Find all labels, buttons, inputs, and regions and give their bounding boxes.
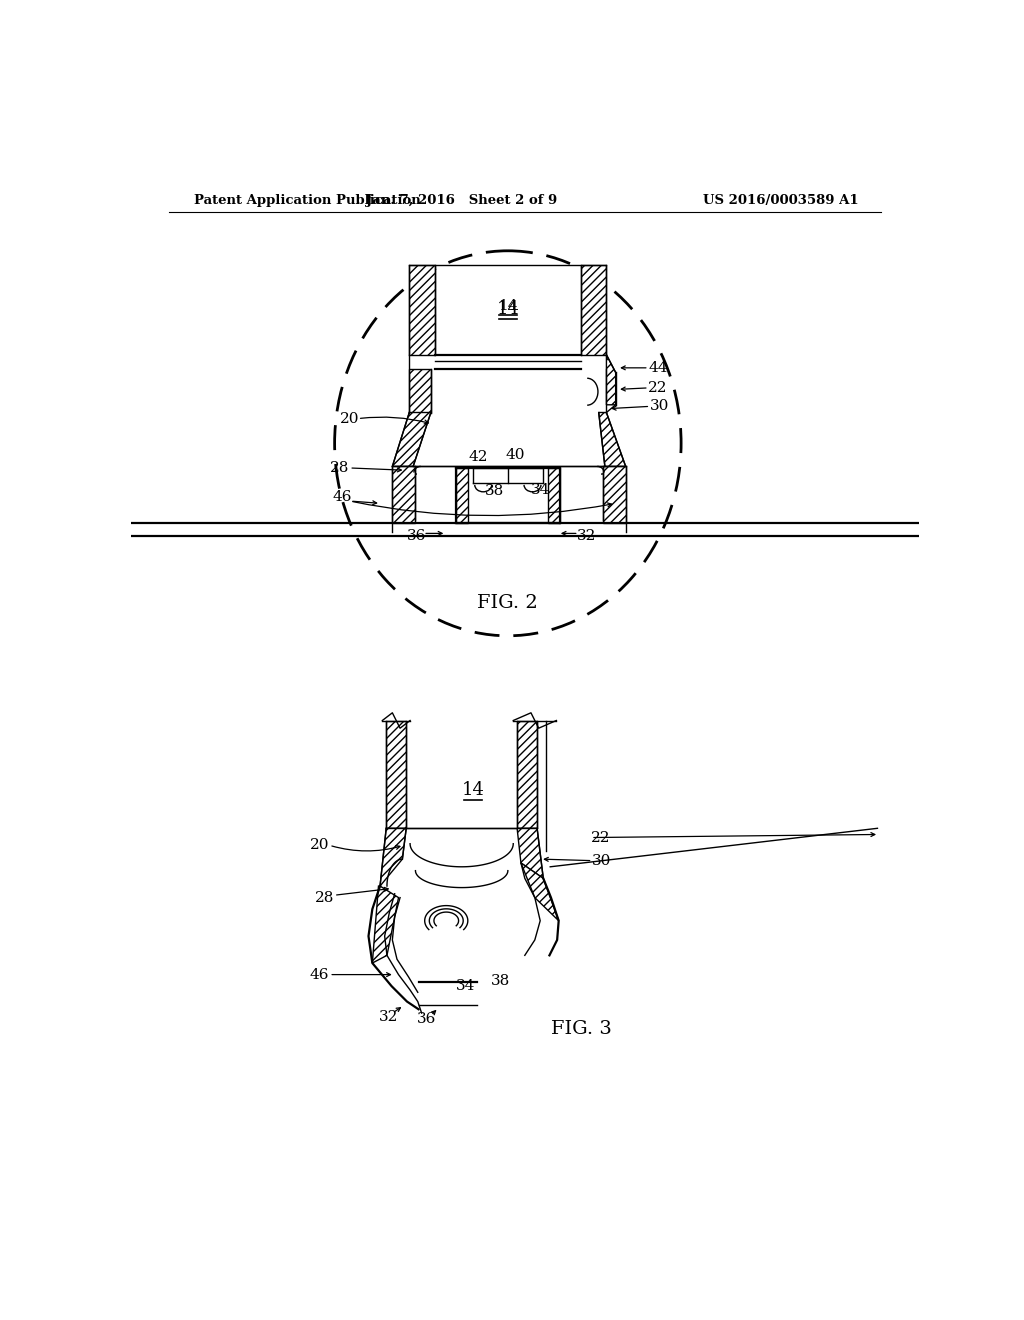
Text: 32: 32 (577, 529, 596, 543)
Polygon shape (392, 466, 415, 523)
Text: 30: 30 (592, 854, 611, 867)
Text: 14: 14 (462, 781, 484, 799)
Text: 20: 20 (309, 838, 329, 853)
Text: 44: 44 (648, 360, 668, 375)
Text: 38: 38 (490, 974, 510, 987)
Polygon shape (989, 523, 1005, 536)
Polygon shape (517, 829, 544, 878)
Text: 36: 36 (418, 1012, 436, 1026)
Text: 38: 38 (484, 484, 504, 498)
Polygon shape (548, 469, 560, 523)
Text: 32: 32 (379, 1010, 398, 1024)
Polygon shape (517, 721, 538, 829)
Polygon shape (456, 469, 468, 523)
Text: 42: 42 (469, 450, 488, 465)
Polygon shape (521, 863, 559, 921)
Text: 28: 28 (315, 891, 334, 904)
Text: 22: 22 (591, 830, 610, 845)
Text: US 2016/0003589 A1: US 2016/0003589 A1 (702, 194, 858, 207)
Text: Patent Application Publication: Patent Application Publication (194, 194, 421, 207)
Polygon shape (606, 355, 615, 405)
Text: 14: 14 (497, 300, 519, 318)
Text: 46: 46 (333, 490, 352, 504)
Text: 22: 22 (648, 381, 668, 395)
Text: 46: 46 (309, 968, 329, 982)
Text: 14: 14 (498, 300, 517, 313)
Text: 28: 28 (331, 461, 349, 475)
Polygon shape (392, 412, 431, 466)
Text: 40: 40 (506, 447, 525, 462)
Text: Jan. 7, 2016   Sheet 2 of 9: Jan. 7, 2016 Sheet 2 of 9 (366, 194, 557, 207)
Polygon shape (380, 829, 407, 886)
Polygon shape (581, 264, 606, 355)
Polygon shape (386, 721, 407, 829)
Text: FIG. 3: FIG. 3 (551, 1019, 611, 1038)
Polygon shape (410, 264, 435, 355)
Text: 36: 36 (408, 529, 427, 543)
Text: 30: 30 (650, 400, 670, 413)
Polygon shape (599, 412, 626, 466)
Text: 20: 20 (340, 412, 359, 425)
Polygon shape (603, 466, 626, 523)
Polygon shape (11, 523, 27, 536)
Text: FIG. 2: FIG. 2 (477, 594, 539, 612)
Text: 34: 34 (530, 483, 550, 496)
Polygon shape (373, 886, 398, 964)
Text: 34: 34 (456, 979, 475, 993)
Polygon shape (410, 368, 431, 412)
